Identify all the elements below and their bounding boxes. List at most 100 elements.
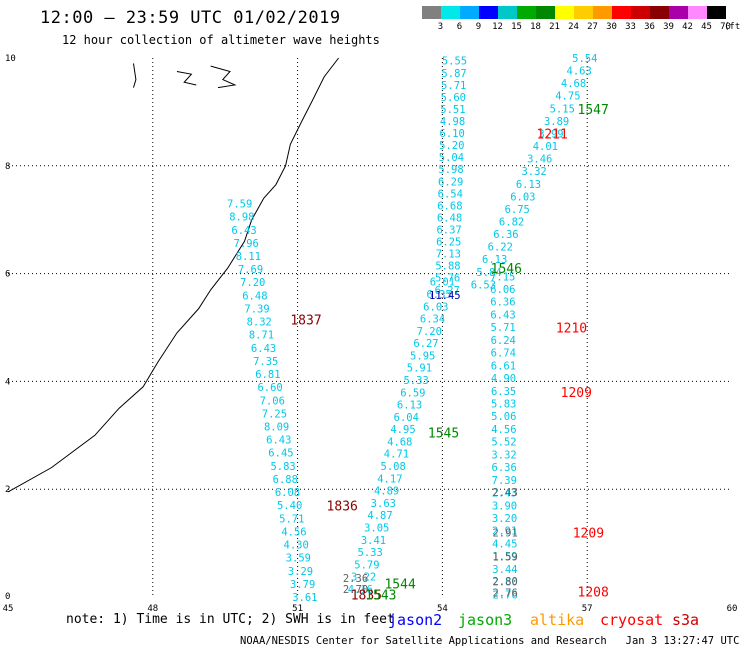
swh-value: 6.35 — [491, 386, 516, 398]
swh-value: 5.54 — [572, 53, 597, 65]
swh-value: 5.40 — [277, 500, 302, 512]
scale-label: 36 — [644, 22, 655, 32]
pass-time-label: 1546 — [491, 262, 522, 277]
swh-value: 4.56 — [491, 424, 516, 436]
footer-credit: NOAA/NESDIS Center for Satellite Applica… — [240, 635, 740, 647]
swh-value: 5.15 — [550, 103, 575, 115]
swh-value: 6.13 — [482, 254, 507, 266]
swh-value: 3.61 — [292, 592, 317, 604]
swh-value: 3.41 — [361, 535, 386, 547]
swh-value: 2.76 — [492, 589, 517, 601]
swh-value: 3.46 — [527, 154, 552, 166]
swh-value: 5.87 — [441, 68, 466, 80]
swh-value: 7.39 — [244, 303, 269, 315]
legend-s3a: s3a — [672, 611, 700, 629]
swh-value: 4.95 — [390, 424, 415, 436]
altimeter-tracks: 7.598.986.437.968.117.697.206.487.398.32… — [227, 53, 597, 604]
island-outline — [132, 63, 137, 88]
swh-value: 7.39 — [492, 475, 517, 487]
legend-cryosat: cryosat — [600, 611, 664, 629]
swh-value: 6.13 — [516, 179, 541, 191]
scale-swatch — [707, 6, 726, 19]
somali-coastline — [7, 57, 340, 493]
scale-swatch — [441, 6, 460, 19]
swh-value: 6.75 — [505, 204, 530, 216]
swh-value: 6.82 — [499, 216, 524, 228]
swh-value: 7.96 — [234, 238, 259, 250]
swh-value: 6.36 — [490, 297, 515, 309]
swh-value: 6.01 — [430, 277, 455, 289]
swh-value: 3.22 — [351, 572, 376, 584]
swh-value: 7.13 — [436, 249, 461, 261]
swh-value: 5.06 — [491, 411, 516, 423]
swh-value: 6.24 — [491, 335, 516, 347]
y-tick-label: 2 — [5, 485, 10, 495]
swh-value: 5.79 — [354, 559, 379, 571]
swh-value: 6.08 — [275, 487, 300, 499]
swh-value: 3.89 — [544, 116, 569, 128]
scale-label: 24 — [568, 22, 579, 32]
scale-swatch — [593, 6, 612, 19]
swh-value: 4.01 — [533, 141, 558, 153]
pass-time-label: 1547 — [578, 103, 609, 118]
scale-swatch — [479, 6, 498, 19]
island-outline — [210, 65, 237, 89]
x-tick-label: 54 — [437, 604, 448, 614]
swh-value: 6.88 — [273, 474, 298, 486]
pass-time-label: 1209 — [573, 526, 604, 541]
scale-label: 9 — [475, 22, 482, 32]
scale-label: 33 — [625, 22, 636, 32]
swh-value: 5.51 — [440, 104, 465, 116]
swh-value: 3.63 — [371, 498, 396, 510]
swh-value: 1.59 — [492, 552, 517, 564]
pass-time-label: 1835 — [351, 588, 382, 603]
y-tick-label: 4 — [5, 377, 10, 387]
scale-swatch — [498, 6, 517, 19]
swh-value: 6.37 — [436, 224, 461, 236]
swh-value: 5.84 — [476, 267, 501, 279]
swh-value: 5.83 — [270, 461, 295, 473]
swh-value: 8.09 — [264, 421, 289, 433]
swh-value: 7.35 — [253, 356, 278, 368]
x-tick-label: 60 — [727, 604, 738, 614]
swh-value: 5.91 — [407, 363, 432, 375]
swh-value: 6.03 — [510, 191, 535, 203]
swh-value: 2.76 — [492, 588, 517, 600]
swh-value: 4.98 — [440, 116, 465, 128]
swh-value: 6.36 — [493, 229, 518, 241]
legend-altika: altika — [530, 611, 585, 629]
scale-label: 21 — [549, 22, 560, 32]
swh-value: 3.05 — [364, 522, 389, 534]
swh-value: 4.30 — [284, 540, 309, 552]
swh-value: 4.87 — [367, 510, 392, 522]
swh-value: 3.44 — [492, 564, 517, 576]
swh-value: 6.59 — [400, 387, 425, 399]
swh-value: 4.68 — [561, 78, 586, 90]
swh-value: 6.43 — [490, 309, 515, 321]
scale-swatch — [650, 6, 669, 19]
scale-label: 45 — [701, 22, 712, 32]
swh-value: 11.45 — [429, 290, 461, 302]
swh-value: 4.45 — [492, 538, 517, 550]
pass-time-label: 1208 — [578, 586, 609, 601]
swh-value: 4.63 — [567, 66, 592, 78]
swh-value: 7.59 — [227, 199, 252, 211]
swh-value: 8.11 — [236, 251, 261, 263]
pass-time-label: 1545 — [428, 427, 459, 442]
swh-value: 7.15 — [490, 271, 515, 283]
scale-label: 70 — [720, 22, 731, 32]
swh-value: 6.36 — [492, 462, 517, 474]
swh-value: 4.16 — [348, 584, 373, 596]
lat-lon-grid — [8, 58, 732, 597]
scale-swatch — [612, 6, 631, 19]
swh-value: 3.90 — [492, 500, 517, 512]
legend-jason3: jason3 — [458, 611, 513, 629]
island-outline — [176, 70, 197, 86]
pass-time-label: 1209 — [561, 386, 592, 401]
swh-value: 5.83 — [491, 398, 516, 410]
swh-value: 7.20 — [240, 277, 265, 289]
swh-value: 6.03 — [423, 301, 448, 313]
swh-value: 6.53 — [471, 279, 496, 291]
